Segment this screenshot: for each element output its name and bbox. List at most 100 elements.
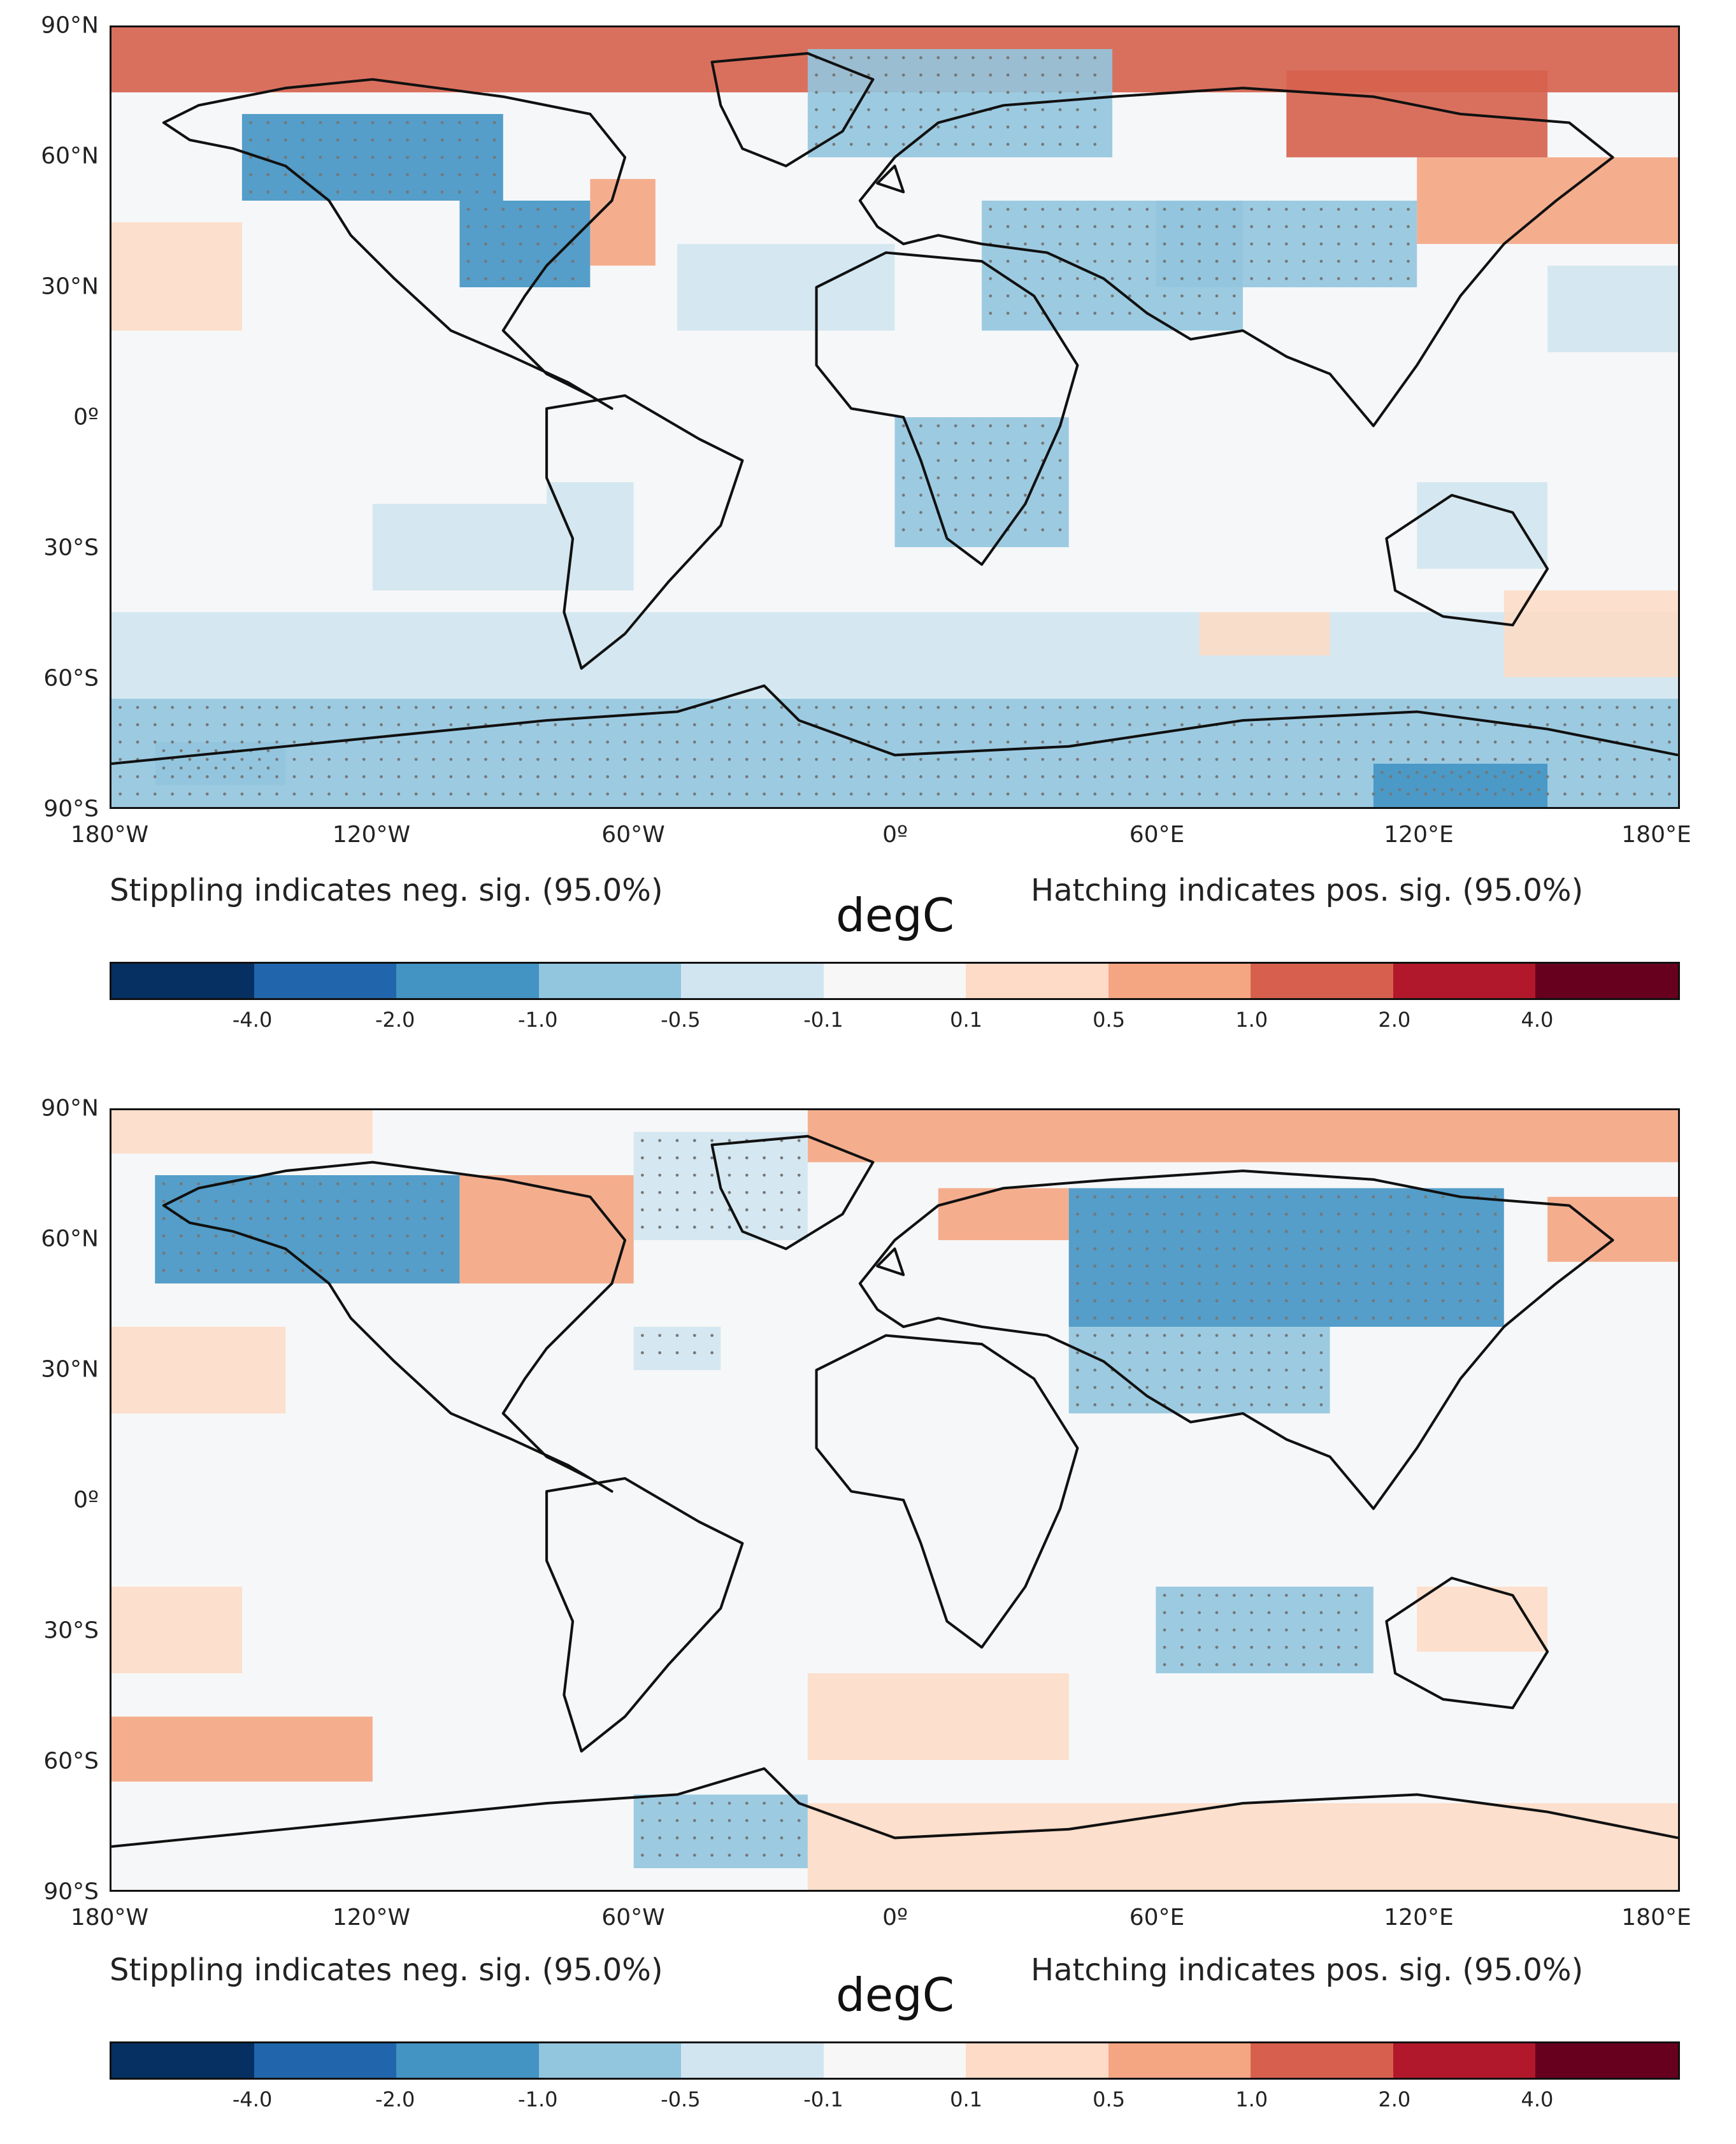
stipple-dot [1232, 1351, 1236, 1355]
stipple-dot [1093, 1368, 1097, 1372]
stipple-dot [388, 1182, 392, 1185]
stipple-dot [1180, 208, 1184, 211]
stipple-dot [867, 108, 870, 111]
stipple-dot [745, 757, 749, 761]
stipple-dot [1267, 1628, 1271, 1632]
stipple-dot [1407, 277, 1410, 280]
stipple-dot [658, 1190, 662, 1194]
stipple-dot [1337, 1230, 1340, 1233]
stipple-dot [1407, 1317, 1410, 1320]
stipple-dot [1110, 1351, 1114, 1355]
stipple-dot [1180, 1195, 1184, 1199]
stipple-dot [475, 190, 479, 194]
stipple-dot [423, 138, 427, 142]
stipple-dot [849, 775, 853, 778]
stipple-dot [554, 242, 557, 246]
stipple-dot [884, 143, 888, 146]
colorbar-tick-label: 1.0 [1235, 2087, 1268, 2112]
stipple-dot [728, 1139, 731, 1142]
stipple-dot [1093, 1282, 1097, 1285]
stipple-dot [1145, 1351, 1149, 1355]
stipple-dot [223, 757, 226, 761]
stipple-dot [901, 441, 905, 445]
stipple-dot [1284, 706, 1288, 709]
stipple-dot [954, 757, 958, 761]
stipple-dot [832, 56, 836, 59]
stipple-dot [1145, 723, 1149, 727]
stipple-dot [763, 775, 766, 778]
stipple-dot [1250, 1247, 1253, 1250]
stipple-dot [519, 706, 522, 709]
stipple-dot [919, 441, 922, 445]
coast-antarctica [111, 684, 1678, 766]
coastlines [111, 52, 1678, 766]
stipple-dot [1163, 1611, 1166, 1615]
stipple-dot [1006, 757, 1010, 761]
stipple-dot [136, 792, 140, 796]
stipple-dot [1128, 208, 1131, 211]
stipple-dot [972, 511, 975, 514]
stipple-dot [1128, 242, 1131, 246]
stipple-dot [1407, 1195, 1410, 1199]
stipple-dot [1145, 1212, 1149, 1216]
stipple-dot [1006, 90, 1010, 94]
stipple-dot [1058, 775, 1062, 778]
stipple-dot [1006, 740, 1010, 744]
stipple-dot [1250, 1334, 1253, 1337]
stipple-dot [710, 1351, 714, 1355]
stipple-dot [763, 1208, 766, 1211]
stipple-dot [972, 775, 975, 778]
stipple-dot [1284, 225, 1288, 229]
stipple-dot [849, 125, 853, 129]
stipple-dot [1163, 1628, 1166, 1632]
stipple-dot [989, 441, 993, 445]
stipple-dot [1319, 259, 1323, 263]
stipple-dot [936, 459, 940, 462]
stipple-dot [1476, 740, 1480, 744]
stipple-dot [1250, 1663, 1253, 1666]
stipple-dot [1058, 311, 1062, 315]
stipple-dot [1407, 259, 1410, 263]
stipple-dot [1267, 1403, 1271, 1406]
lat-tick-label: 30°N [41, 1356, 99, 1383]
stipple-dot [936, 108, 940, 111]
anomaly-region [938, 1188, 1069, 1240]
stipple-dot [1337, 242, 1340, 246]
stipple-dot [1232, 1264, 1236, 1268]
stipple-dot [1006, 311, 1010, 315]
stipple-dot [1633, 757, 1637, 761]
stipple-dot [1145, 1368, 1149, 1372]
stipple-dot [1058, 792, 1062, 796]
stipple-dot [675, 1156, 679, 1160]
stipple-dot [571, 225, 575, 229]
stipple-dot [1267, 1247, 1271, 1250]
anomaly-region [1547, 1197, 1678, 1262]
colorbar-tick-label: 2.0 [1378, 1008, 1411, 1032]
stipple-dot [640, 775, 644, 778]
stipple-dot [492, 173, 496, 176]
stipple-dot [1232, 1247, 1236, 1250]
stipple-dot [954, 792, 958, 796]
stipple-dot [1024, 528, 1027, 532]
stipple-dot [972, 56, 975, 59]
stipple-dot [214, 1269, 218, 1272]
stipple-dot [162, 1234, 166, 1238]
stipple-dot [989, 311, 993, 315]
stipple-dot [1537, 771, 1540, 774]
stipple-dot [423, 1269, 427, 1272]
stipple-dot [1163, 1645, 1166, 1649]
stipple-dot [179, 749, 183, 752]
stipple-dot [371, 1217, 375, 1220]
stipple-dot [763, 1854, 766, 1857]
stipple-dot [336, 121, 340, 124]
stipple-dot [1389, 775, 1393, 778]
stipple-dot [1198, 1299, 1202, 1303]
stipple-dot [1075, 90, 1079, 94]
stipple-dot [1441, 706, 1445, 709]
stipple-dot [1145, 259, 1149, 263]
coast-uk [876, 1247, 905, 1276]
stipple-dot [849, 90, 853, 94]
stipple-dot [1389, 1264, 1393, 1268]
stipple-dot [1284, 775, 1288, 778]
stipple-dot [1198, 1264, 1202, 1268]
